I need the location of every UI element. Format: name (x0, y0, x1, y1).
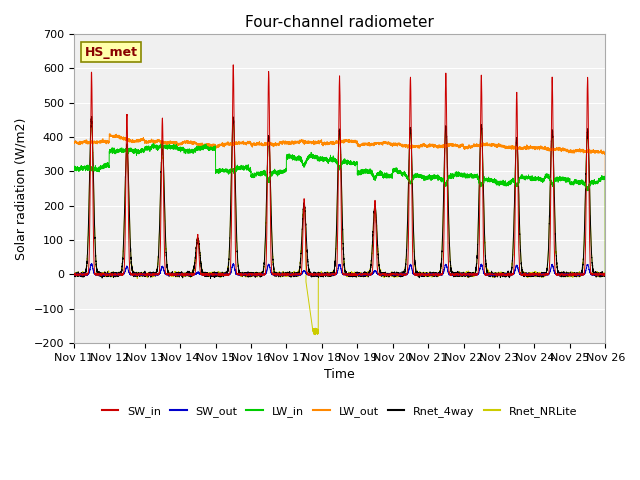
SW_in (251, 272, 259, 277)
SW_in (474, 271, 481, 276)
Line: SW_out: SW_out (74, 264, 605, 276)
Rnet_4way (573, 274, 580, 280)
Rnet_NRLite (602, 272, 609, 277)
SW_out (230, 261, 237, 266)
LW_in (149, 141, 157, 146)
LW_in (474, 176, 481, 181)
LW_in (70, 164, 77, 170)
Rnet_4way (322, 272, 330, 277)
LW_out (573, 148, 580, 154)
SW_out (253, 273, 261, 278)
Line: Rnet_4way: Rnet_4way (74, 117, 605, 278)
SW_out (602, 272, 609, 277)
LW_in (251, 173, 259, 179)
SW_out (579, 272, 587, 278)
SW_out (70, 272, 77, 277)
LW_out (458, 142, 466, 147)
Rnet_NRLite (474, 249, 481, 255)
SW_out (474, 271, 481, 277)
Line: LW_out: LW_out (74, 134, 605, 275)
Rnet_NRLite (70, 272, 77, 278)
Rnet_4way (474, 248, 481, 253)
LW_out (70, 140, 77, 145)
X-axis label: Time: Time (324, 369, 355, 382)
Rnet_4way (602, 272, 609, 277)
SW_in (573, 272, 580, 277)
Line: Rnet_NRLite: Rnet_NRLite (74, 119, 605, 335)
Rnet_NRLite (573, 271, 580, 277)
Rnet_NRLite (251, 270, 259, 276)
LW_out (106, 131, 114, 137)
LW_in (321, 156, 329, 162)
Legend: SW_in, SW_out, LW_in, LW_out, Rnet_4way, Rnet_NRLite: SW_in, SW_out, LW_in, LW_out, Rnet_4way,… (97, 401, 582, 421)
Line: SW_in: SW_in (74, 65, 605, 276)
Rnet_4way (88, 114, 95, 120)
LW_out (474, 142, 481, 147)
SW_in (70, 272, 77, 277)
Rnet_NRLite (579, 261, 587, 266)
LW_in (458, 173, 466, 179)
LW_in (573, 179, 580, 185)
SW_in (322, 271, 330, 277)
SW_out (459, 272, 467, 277)
Text: HS_met: HS_met (84, 46, 138, 59)
LW_out (602, 272, 609, 277)
Rnet_NRLite (88, 116, 95, 121)
Rnet_NRLite (322, 270, 330, 276)
LW_out (251, 142, 259, 148)
LW_out (321, 141, 329, 147)
Line: LW_in: LW_in (74, 144, 605, 275)
Rnet_4way (207, 276, 214, 281)
Rnet_NRLite (311, 332, 319, 337)
Rnet_4way (251, 273, 259, 278)
SW_in (229, 62, 237, 68)
Rnet_NRLite (459, 271, 467, 276)
SW_out (573, 271, 580, 277)
SW_in (459, 272, 467, 278)
SW_out (251, 272, 259, 277)
LW_in (602, 272, 609, 277)
SW_in (579, 271, 587, 277)
Rnet_4way (579, 258, 587, 264)
Rnet_4way (70, 272, 77, 277)
Rnet_4way (459, 271, 467, 276)
SW_in (602, 272, 609, 277)
Y-axis label: Solar radiation (W/m2): Solar radiation (W/m2) (15, 118, 28, 260)
SW_in (188, 273, 196, 279)
LW_out (579, 147, 587, 153)
LW_in (579, 182, 587, 188)
Title: Four-channel radiometer: Four-channel radiometer (245, 15, 434, 30)
SW_out (322, 272, 330, 277)
